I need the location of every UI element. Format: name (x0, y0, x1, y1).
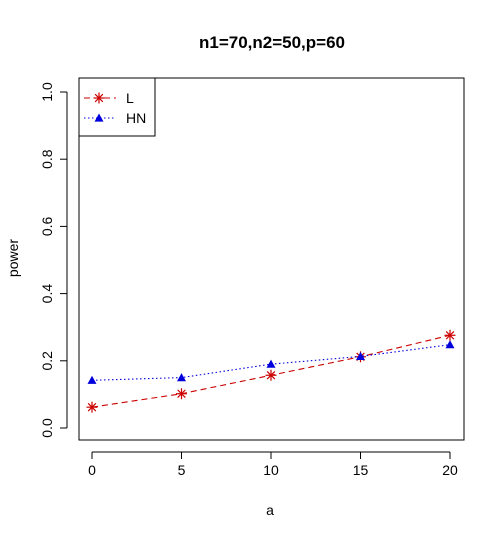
y-tick-label: 0.2 (39, 351, 55, 371)
data-point (86, 401, 98, 413)
legend-box (78, 77, 156, 137)
legend: L HN (78, 77, 156, 137)
legend-label: L (126, 90, 134, 106)
y-tick-label: 0.8 (39, 149, 55, 169)
series-layer (86, 329, 456, 413)
x-tick-label: 0 (88, 462, 96, 478)
x-tick-label: 15 (353, 462, 369, 478)
y-tick-label: 1.0 (39, 82, 55, 102)
x-ticks: 0 5 10 15 20 (88, 452, 458, 478)
legend-marker (94, 113, 104, 122)
data-point (266, 359, 276, 368)
legend-label: HN (126, 110, 146, 126)
x-tick-label: 10 (263, 462, 279, 478)
y-axis-label: power (5, 239, 21, 277)
series-hn (87, 340, 455, 384)
data-point (265, 369, 277, 381)
data-point (444, 329, 456, 341)
data-point (356, 351, 365, 361)
y-tick-label: 0.0 (39, 418, 55, 438)
data-point (445, 340, 455, 349)
y-tick-label: 0.4 (39, 284, 55, 304)
legend-marker (93, 92, 105, 104)
plot-frame (78, 77, 465, 441)
x-axis-label: a (266, 502, 274, 518)
legend-entry: L (84, 90, 134, 106)
x-tick-label: 5 (178, 462, 186, 478)
y-ticks: 0.0 0.2 0.4 0.6 0.8 1.0 (39, 82, 67, 438)
series-l (86, 329, 456, 413)
chart-title: n1=70,n2=50,p=60 (199, 33, 345, 52)
data-point (87, 375, 97, 384)
data-point (177, 373, 186, 382)
legend-entry: HN (84, 110, 146, 126)
y-tick-label: 0.6 (39, 216, 55, 236)
data-point (176, 388, 187, 400)
x-tick-label: 20 (442, 462, 458, 478)
